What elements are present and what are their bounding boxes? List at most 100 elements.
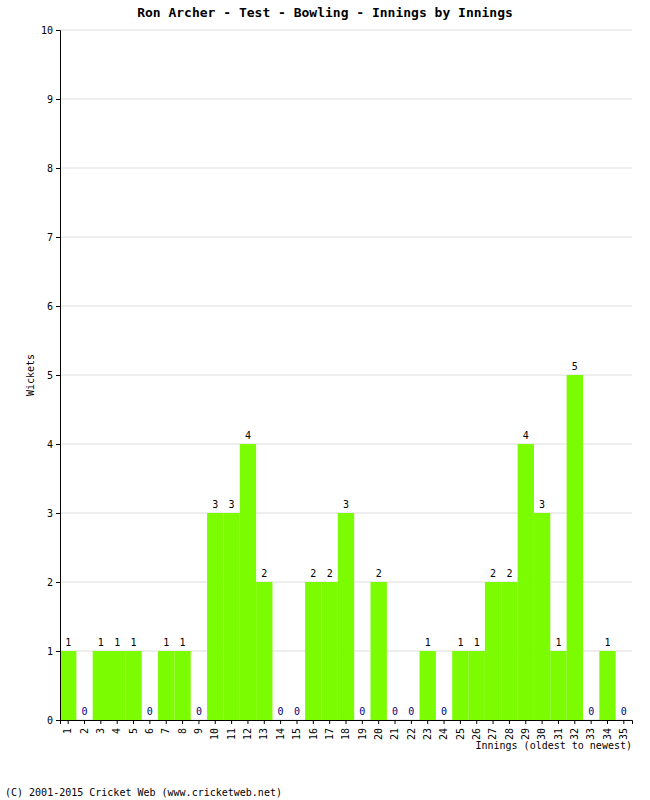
y-tick-mark (56, 168, 60, 169)
x-tick-label: 35 (618, 728, 629, 740)
x-tick: 33 (585, 720, 596, 740)
x-tick-label: 10 (209, 728, 220, 740)
data-label: 1 (457, 637, 463, 648)
bar (256, 582, 272, 720)
x-tick: 9 (193, 720, 204, 734)
x-tick-mark (133, 720, 134, 724)
data-label: 0 (196, 706, 202, 717)
x-tick-label: 15 (291, 728, 302, 740)
x-tick-mark (231, 720, 232, 724)
bar (599, 651, 615, 720)
x-tick-label: 20 (373, 728, 384, 740)
x-tick-label: 29 (520, 728, 531, 740)
bar (60, 651, 76, 720)
x-tick-mark (558, 720, 559, 724)
data-label: 1 (114, 637, 120, 648)
bar (207, 513, 223, 720)
footer: (C) 2001-2015 Cricket Web (www.cricketwe… (5, 787, 282, 798)
x-tick: 10 (209, 720, 220, 740)
x-tick-label: 32 (569, 728, 580, 740)
x-tick-mark (215, 720, 216, 724)
bar (93, 651, 109, 720)
data-label: 1 (180, 637, 186, 648)
bar (469, 651, 485, 720)
x-tick-mark (280, 720, 281, 724)
x-tick-label: 24 (438, 728, 449, 740)
y-tick: 3 (47, 508, 60, 519)
x-tick-label: 31 (553, 728, 564, 740)
x-tick: 6 (144, 720, 155, 734)
x-tick: 5 (128, 720, 139, 734)
x-tick-label: 27 (487, 728, 498, 740)
x-tick: 16 (308, 720, 319, 740)
data-label: 1 (474, 637, 480, 648)
x-tick-label: 14 (275, 728, 286, 740)
x-tick-label: 2 (79, 728, 90, 734)
x-axis-title: Innings (oldest to newest) (475, 740, 632, 751)
y-tick-mark (56, 306, 60, 307)
bar (452, 651, 468, 720)
x-tick-mark (313, 720, 314, 724)
x-tick-label: 12 (242, 728, 253, 740)
data-label: 0 (359, 706, 365, 717)
x-tick: 15 (291, 720, 302, 740)
y-axis: 012345678910 (41, 25, 61, 726)
data-label: 2 (261, 568, 267, 579)
data-label: 0 (278, 706, 284, 717)
bar (305, 582, 321, 720)
y-tick: 10 (41, 25, 60, 36)
x-tick-mark (166, 720, 167, 724)
x-tick-label: 18 (340, 728, 351, 740)
y-tick-label: 2 (47, 577, 53, 588)
y-tick-label: 10 (41, 25, 53, 36)
x-tick: 27 (487, 720, 498, 740)
bar (371, 582, 387, 720)
x-tick: 14 (275, 720, 286, 740)
y-tick-label: 3 (47, 508, 53, 519)
data-label: 5 (572, 361, 578, 372)
bar (158, 651, 174, 720)
data-label: 3 (212, 499, 218, 510)
x-tick-mark (68, 720, 69, 724)
bar (616, 720, 632, 721)
x-tick-label: 28 (504, 728, 515, 740)
x-tick-label: 26 (471, 728, 482, 740)
bar (550, 651, 566, 720)
y-tick-label: 4 (47, 439, 53, 450)
bar (420, 651, 436, 720)
y-tick-label: 5 (47, 370, 53, 381)
data-label: 3 (539, 499, 545, 510)
x-tick: 29 (520, 720, 531, 740)
x-tick-label: 3 (95, 728, 106, 734)
y-tick: 9 (47, 94, 60, 105)
x-tick: 20 (373, 720, 384, 740)
y-tick-mark (56, 582, 60, 583)
x-tick-mark (329, 720, 330, 724)
x-tick-mark (525, 720, 526, 724)
x-tick-mark (542, 720, 543, 724)
x-tick: 28 (504, 720, 515, 740)
data-label: 0 (294, 706, 300, 717)
x-tick-mark (362, 720, 363, 724)
data-label: 1 (604, 637, 610, 648)
grid-line (60, 237, 632, 238)
x-tick: 11 (226, 720, 237, 740)
y-tick-mark (56, 513, 60, 514)
x-tick-mark (247, 720, 248, 724)
bar (240, 444, 256, 720)
grid-line (60, 375, 632, 376)
x-tick: 2 (79, 720, 90, 734)
x-tick-label: 1 (62, 728, 73, 734)
x-tick-mark (182, 720, 183, 724)
y-tick-label: 9 (47, 94, 53, 105)
y-tick-mark (56, 651, 60, 652)
y-tick-mark (56, 444, 60, 445)
x-tick-label: 21 (389, 728, 400, 740)
x-tick: 17 (324, 720, 335, 740)
y-tick-mark (56, 237, 60, 238)
x-tick-mark (117, 720, 118, 724)
data-label: 1 (163, 637, 169, 648)
data-label: 4 (523, 430, 529, 441)
x-tick-label: 33 (585, 728, 596, 740)
x-tick: 13 (258, 720, 269, 740)
